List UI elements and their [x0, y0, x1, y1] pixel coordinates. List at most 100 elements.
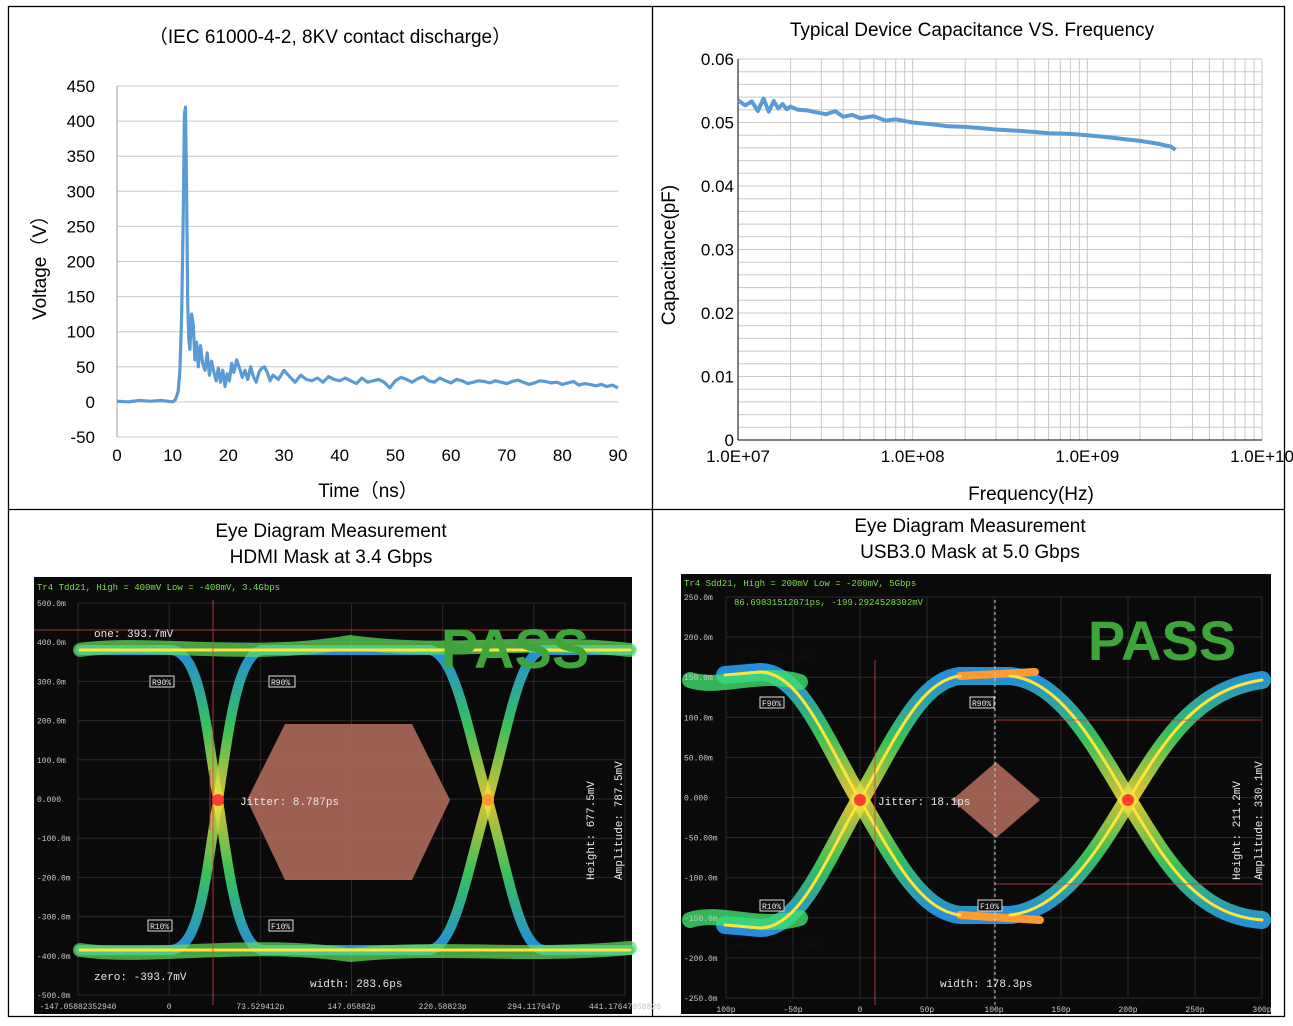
eye2-x-tick: 0 [858, 1006, 863, 1015]
chart2-x-tick: 1.0E+08 [881, 447, 945, 466]
eye2-zero-label: zero: -165.1mV [734, 942, 818, 953]
eye1-x-tick-labels: -147.05882352940 0 73.529412p 147.05882p 220… [40, 1003, 662, 1012]
eye2-r10-tag: R10% [762, 903, 781, 912]
chart2-x-axis-label: Frequency(Hz) [968, 484, 1094, 505]
chart1-x-tick: 70 [497, 446, 516, 465]
eye2-f90-tag: F90% [762, 700, 781, 709]
eye2-jitter-label: Jitter: 18.1ps [878, 797, 970, 809]
eye2-cursor-lines [874, 660, 1262, 1005]
chart1-x-axis-label: Time（ns） [318, 480, 418, 502]
chart2-y-tick: 0.03 [701, 241, 734, 260]
eye1-crossing-marker-right [482, 794, 494, 806]
chart1-y-tick-labels: 450 400 350 300 250 200 150 100 50 0 -50 [67, 77, 95, 447]
eye1-one-label: one: 393.7mV [94, 629, 174, 641]
eye1-x-tick: 73.529412p [236, 1003, 284, 1012]
chart1-x-tick: 20 [219, 446, 238, 465]
chart1-y-tick: 0 [86, 393, 95, 412]
hdmi-eye-diagram-panel: Eye Diagram Measurement HDMI Mask at 3.4… [34, 521, 661, 1014]
chart1-y-tick: 450 [67, 77, 95, 96]
eye1-f10-tag: F10% [271, 923, 290, 932]
eye2-x-tick: 150p [1051, 1006, 1070, 1015]
eye1-traces [73, 634, 637, 963]
eye2-one-label: one: 165.1mV [738, 653, 810, 664]
eye1-y-tick: 500.0m [37, 600, 66, 609]
eye1-y-tick: 0.000 [37, 796, 61, 805]
eye2-y-tick: 200.0m [684, 634, 713, 643]
eye2-r90-tag: R90% [972, 700, 991, 709]
eye1-r10-tag: R10% [150, 923, 169, 932]
chart1-gridlines [116, 85, 618, 438]
chart1-x-tick: 30 [275, 446, 294, 465]
chart2-y-tick: 0.01 [701, 368, 734, 387]
eye2-amplitude-label: Amplitude: 330.1mV [1254, 761, 1266, 880]
esd-voltage-chart: （IEC 61000-4-2, 8KV contact discharge） 4… [29, 26, 627, 502]
eye2-x-tick: 100p [984, 1006, 1003, 1015]
eye2-header: Tr4 Sdd21, High = 200mV Low = -200mV, 5G… [684, 579, 916, 589]
chart1-y-tick: -50 [70, 428, 95, 447]
chart1-y-tick: 350 [67, 147, 95, 166]
eye1-y-tick: 300.0m [37, 678, 66, 687]
eye2-y-tick: 250.0m [684, 594, 713, 603]
eye2-crossing-marker [854, 794, 866, 806]
eye1-x-tick: 147.05882p [327, 1003, 375, 1012]
eye1-crossing-marker [212, 794, 224, 806]
chart1-series-line [116, 105, 619, 404]
eye1-y-tick: -500.0m [37, 992, 71, 1001]
eye2-traces [682, 662, 1271, 938]
eye2-cursor-readout: 86.69831512071ps, -199.2924528302mV [734, 598, 924, 608]
chart2-y-tick: 0.06 [701, 50, 734, 69]
chart1-x-tick: 0 [112, 446, 121, 465]
chart1-x-tick-labels: 0 10 20 30 40 50 60 70 80 90 [112, 446, 627, 465]
chart1-y-axis-label: Voltage（V） [29, 206, 51, 320]
eye1-width-label: width: 283.6ps [310, 979, 402, 991]
eye2-f10-tag: F10% [980, 903, 999, 912]
chart1-y-tick: 300 [67, 182, 95, 201]
eye1-header: Tr4 Tdd21, High = 400mV Low = -400mV, 3.… [37, 583, 280, 593]
eye1-title-line2: HDMI Mask at 3.4 Gbps [230, 547, 433, 568]
chart2-y-tick: 0.05 [701, 114, 734, 133]
panel-borders [7, 5, 1286, 1018]
eye2-x-tick: 300p [1252, 1006, 1271, 1015]
eye2-x-tick: 200p [1118, 1006, 1137, 1015]
chart2-title: Typical Device Capacitance VS. Frequency [790, 20, 1155, 41]
eye1-jitter-label: Jitter: 8.787ps [240, 797, 339, 809]
chart1-y-tick: 50 [76, 358, 95, 377]
eye1-y-tick-labels: 500.0m 400.0m 300.0m 200.0m 100.0m 0.000 -100.… [37, 600, 71, 1001]
chart2-y-tick: 0 [725, 431, 734, 450]
eye1-r90-left-tag: R90% [152, 679, 171, 688]
chart2-x-tick: 1.0E+09 [1055, 447, 1119, 466]
chart2-y-tick-labels: 0.06 0.05 0.04 0.03 0.02 0.01 0 [701, 50, 734, 450]
eye2-x-tick: 100p [716, 1006, 735, 1015]
chart1-y-tick: 400 [67, 112, 95, 131]
eye2-y-tick: -150.0m [684, 915, 718, 924]
capacitance-chart: Typical Device Capacitance VS. Frequency… [659, 20, 1293, 505]
eye1-y-tick: -400.0m [37, 953, 71, 962]
eye1-x-tick: 220.58823p [419, 1003, 467, 1012]
chart1-x-tick: 80 [553, 446, 572, 465]
chart2-x-tick: 1.0E+10 [1230, 447, 1293, 466]
eye2-y-tick: 0.000 [684, 795, 708, 804]
eye1-level-tags: R90% R90% R10% F10% [147, 675, 296, 932]
chart1-y-tick: 200 [67, 253, 95, 272]
eye2-y-tick: -50.00m [684, 835, 718, 844]
eye2-mask-diamond [952, 762, 1040, 838]
eye2-x-tick: 50p [920, 1006, 935, 1015]
eye2-y-tick: 50.00m [684, 754, 713, 763]
chart1-x-tick: 40 [330, 446, 349, 465]
eye1-height-label: Height: 677.5mV [586, 781, 598, 880]
eye1-y-tick: -300.0m [37, 914, 71, 923]
eye1-mask-hexagon [247, 724, 450, 880]
eye2-crossing-marker-right [1122, 794, 1134, 806]
chart1-title: （IEC 61000-4-2, 8KV contact discharge） [149, 26, 511, 48]
eye2-y-tick: -200.0m [684, 955, 718, 964]
chart1-x-tick: 50 [386, 446, 405, 465]
chart1-x-tick: 90 [609, 446, 628, 465]
eye2-y-tick: 100.0m [684, 714, 713, 723]
eye1-y-tick: -100.0m [37, 835, 71, 844]
eye2-y-tick: -250.0m [684, 995, 718, 1004]
chart2-series-line [736, 96, 1177, 152]
eye2-title-line1: Eye Diagram Measurement [854, 516, 1086, 537]
chart1-y-tick: 150 [67, 288, 95, 307]
chart2-x-tick-labels: 1.0E+07 1.0E+08 1.0E+09 1.0E+10 [706, 447, 1293, 466]
